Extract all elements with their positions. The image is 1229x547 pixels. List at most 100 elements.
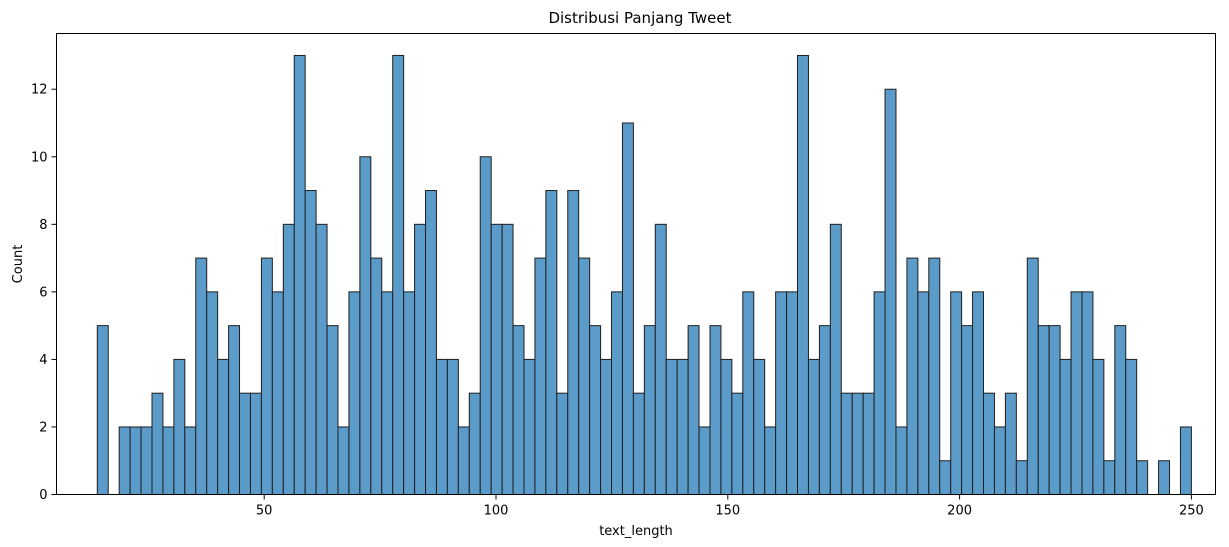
histogram-bar [917,291,930,495]
histogram-bar [818,325,831,495]
y-axis-ticks: 0 2 4 6 8 10 12 [31,83,57,503]
histogram-bar [403,291,416,495]
histogram-bar [512,325,525,495]
histogram-bar [1114,325,1127,495]
y-tick-label: 8 [39,218,47,233]
histogram-bar [567,190,580,496]
histogram-bar [589,325,602,495]
histogram-bar [425,190,437,496]
histogram-bar [446,358,459,495]
histogram-bar [950,291,963,495]
histogram-bar [414,223,427,495]
histogram-bar [1015,460,1028,496]
histogram-bar [753,358,766,495]
histogram-bar [1059,358,1072,495]
histogram-bar [797,54,809,495]
histogram-bar [1070,291,1083,495]
x-axis-ticks: 50 100 150 200 250 [256,494,1204,519]
histogram-bar [1179,426,1192,496]
histogram-bar [468,392,481,495]
histogram-bar [545,190,558,496]
bars-group [96,54,1192,496]
histogram-bar [621,122,634,495]
histogram-bar [96,325,109,495]
y-tick-label: 6 [39,285,47,300]
y-axis-label: Count [11,245,26,284]
histogram-bar [709,325,722,495]
histogram-bar [271,291,284,495]
histogram-bar [939,460,952,496]
histogram-bar [249,392,262,495]
histogram-bar [983,392,995,495]
histogram-bar [687,325,700,495]
x-tick-label: 50 [256,504,273,519]
histogram-bar [457,426,470,496]
histogram-bar [348,291,361,495]
histogram-bar [884,88,897,495]
histogram-bar [1037,325,1050,495]
histogram-bar [392,54,405,495]
histogram-bar [556,392,569,495]
histogram-bar [851,392,864,495]
histogram-bar [632,392,645,495]
x-axis-label: text_length [599,524,673,539]
histogram-bar [479,156,492,495]
histogram-bar [523,358,536,495]
histogram-bar [534,257,547,496]
histogram-bar [282,223,295,495]
y-tick-label: 10 [31,150,48,165]
histogram-bar [151,392,164,495]
histogram-bar [742,291,755,495]
histogram-bar [1026,257,1039,496]
histogram-bar [206,291,219,495]
x-tick-label: 250 [1179,504,1204,519]
histogram-bar [665,358,678,495]
histogram-bar [293,54,306,495]
histogram-bar [184,426,197,496]
histogram-bar [786,291,799,495]
plot-frame [56,33,1216,495]
histogram-bar [195,257,208,496]
histogram-bar [140,426,153,496]
histogram-bar [840,392,853,495]
histogram-bar [961,325,974,495]
histogram-bar [775,291,788,495]
histogram-bar [1004,392,1017,495]
histogram-bar [764,426,777,496]
histogram-bar [337,426,350,496]
histogram-bar [435,358,448,495]
histogram-bar [490,223,503,495]
histogram-bar [873,291,886,495]
histogram-bar [326,325,339,495]
histogram-bar [1125,358,1138,495]
histogram-bar [829,223,842,495]
histogram-bar [611,291,623,495]
histogram-bar [1092,358,1105,495]
chart-title: Distribusi Panjang Tweet [548,9,731,27]
x-tick-label: 100 [484,504,509,519]
histogram-bar [173,358,186,495]
histogram-bar [928,257,941,496]
y-tick-label: 4 [39,353,47,368]
histogram-bar [895,426,908,496]
x-tick-label: 200 [947,504,972,519]
histogram-bar [654,223,667,495]
histogram-bar [720,358,733,495]
histogram-bar [359,156,372,495]
histogram-bar [578,257,591,496]
histogram-bar [972,291,985,495]
histogram-bar [217,358,230,495]
histogram-bar [370,257,383,496]
histogram-bar [118,426,131,496]
y-tick-label: 12 [31,83,48,98]
histogram-bar [807,358,820,495]
histogram-bar [643,325,656,495]
histogram-bar [129,426,142,496]
histogram-bar [1103,460,1116,496]
y-tick-label: 0 [39,488,47,503]
histogram-bar [304,190,317,496]
histogram-bar [993,426,1006,496]
histogram-bar [731,392,744,495]
histogram-bar [162,426,175,496]
